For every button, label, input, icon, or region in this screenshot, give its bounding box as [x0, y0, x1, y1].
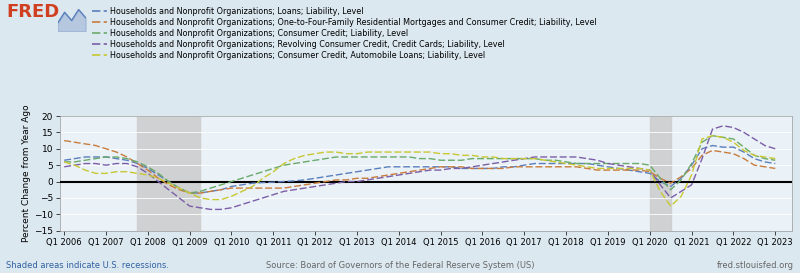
Text: FRED: FRED	[6, 3, 60, 21]
Y-axis label: Percent Change from Year Ago: Percent Change from Year Ago	[22, 105, 31, 242]
Bar	[650, 116, 670, 231]
Text: fred.stlouisfed.org: fred.stlouisfed.org	[717, 261, 794, 270]
Bar	[138, 116, 200, 231]
Text: Source: Board of Governors of the Federal Reserve System (US): Source: Board of Governors of the Federa…	[266, 261, 534, 270]
Text: Shaded areas indicate U.S. recessions.: Shaded areas indicate U.S. recessions.	[6, 261, 170, 270]
Legend: Households and Nonprofit Organizations; Loans; Liability, Level, Households and : Households and Nonprofit Organizations; …	[92, 7, 596, 60]
